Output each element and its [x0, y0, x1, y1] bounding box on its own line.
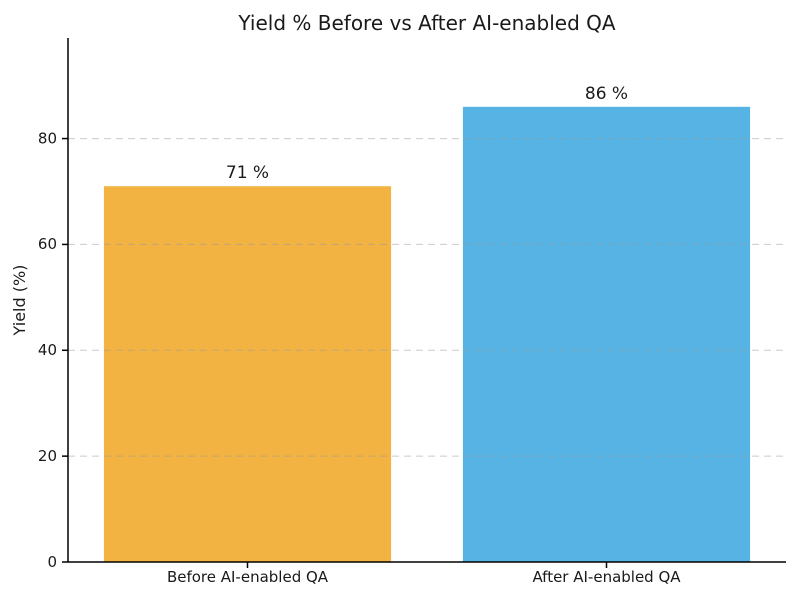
- y-axis-label: Yield (%): [10, 265, 29, 337]
- y-tick-label: 20: [38, 447, 57, 465]
- chart-title: Yield % Before vs After AI-enabled QA: [237, 11, 615, 35]
- x-tick-label: After AI-enabled QA: [532, 568, 681, 586]
- bars: [103, 106, 751, 563]
- y-tick-label: 0: [47, 553, 57, 571]
- axes: [62, 38, 786, 568]
- bar-value-label: 71 %: [226, 163, 269, 183]
- bar: [103, 186, 392, 562]
- bar: [462, 106, 751, 563]
- y-tick-label: 60: [38, 235, 57, 253]
- y-tick-label: 80: [38, 129, 57, 147]
- y-tick-label: 40: [38, 341, 57, 359]
- bar-value-label: 86 %: [585, 84, 628, 104]
- tick-and-value-labels: 71 % Before AI-enabled QA 86 % After AI-ena…: [38, 84, 681, 586]
- x-tick-label: Before AI-enabled QA: [167, 568, 329, 586]
